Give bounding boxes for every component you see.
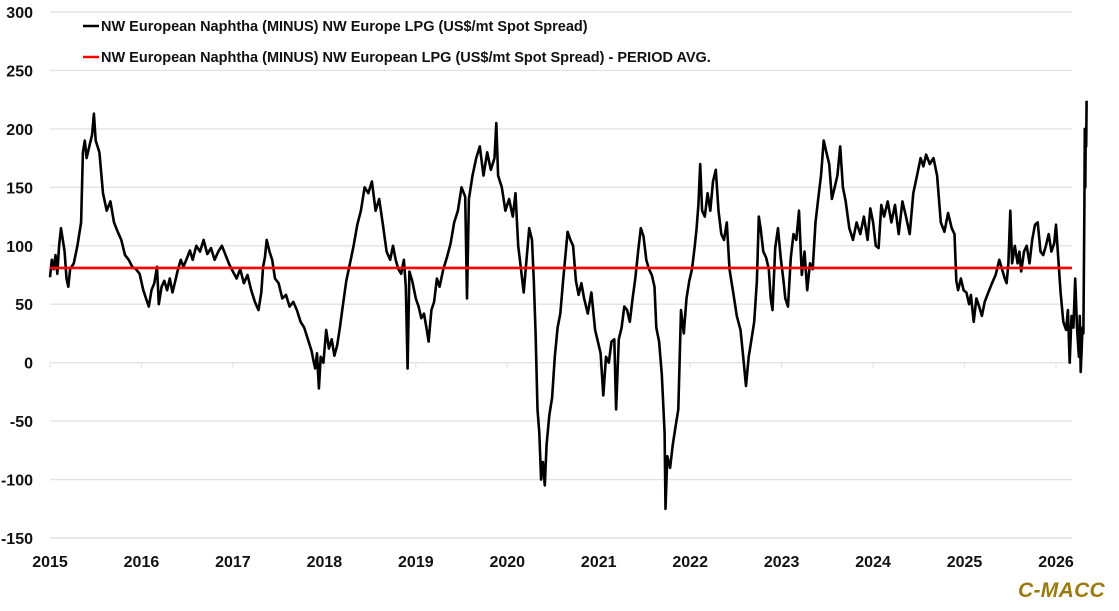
- zero-axis-tick-marks: [49, 362, 1057, 368]
- gridlines: [50, 11, 1072, 539]
- x-tick-label: 2019: [398, 554, 434, 571]
- x-tick-label: 2021: [581, 554, 617, 571]
- y-tick-label: -50: [10, 414, 33, 431]
- y-tick-label: 300: [6, 5, 33, 22]
- x-axis-ticks: 2015 2016 2017 2018 2019 2020 2021 2022 2023 2024…: [32, 554, 1074, 571]
- y-tick-label: 50: [15, 297, 33, 314]
- y-tick-label: 150: [6, 180, 33, 197]
- x-tick-label: 2017: [215, 554, 251, 571]
- brand-logo-text: C-MACC: [1018, 579, 1105, 602]
- y-tick-label: -100: [1, 473, 33, 490]
- legend-label-spread: NW European Naphtha (MINUS) NW Europe LP…: [101, 19, 588, 35]
- y-tick-label: 100: [6, 239, 33, 256]
- x-tick-label: 2020: [489, 554, 525, 571]
- x-tick-label: 2022: [672, 554, 708, 571]
- legend: NW European Naphtha (MINUS) NW Europe LP…: [83, 19, 711, 66]
- x-tick-label: 2024: [855, 554, 891, 571]
- y-tick-label: 0: [24, 356, 33, 373]
- x-tick-label: 2025: [947, 554, 983, 571]
- legend-label-average: NW European Naphtha (MINUS) NW European …: [101, 50, 711, 66]
- x-tick-label: 2026: [1038, 554, 1074, 571]
- y-axis-ticks: -150 -100 -50 0 50 100 150 200 250 300: [1, 5, 33, 548]
- x-tick-label: 2016: [124, 554, 160, 571]
- y-tick-label: 200: [6, 122, 33, 139]
- x-tick-label: 2015: [32, 554, 68, 571]
- x-tick-label: 2023: [764, 554, 800, 571]
- x-tick-label: 2018: [307, 554, 343, 571]
- y-tick-label: -150: [1, 531, 33, 548]
- y-tick-label: 250: [6, 63, 33, 80]
- series-layer: [48, 100, 1088, 511]
